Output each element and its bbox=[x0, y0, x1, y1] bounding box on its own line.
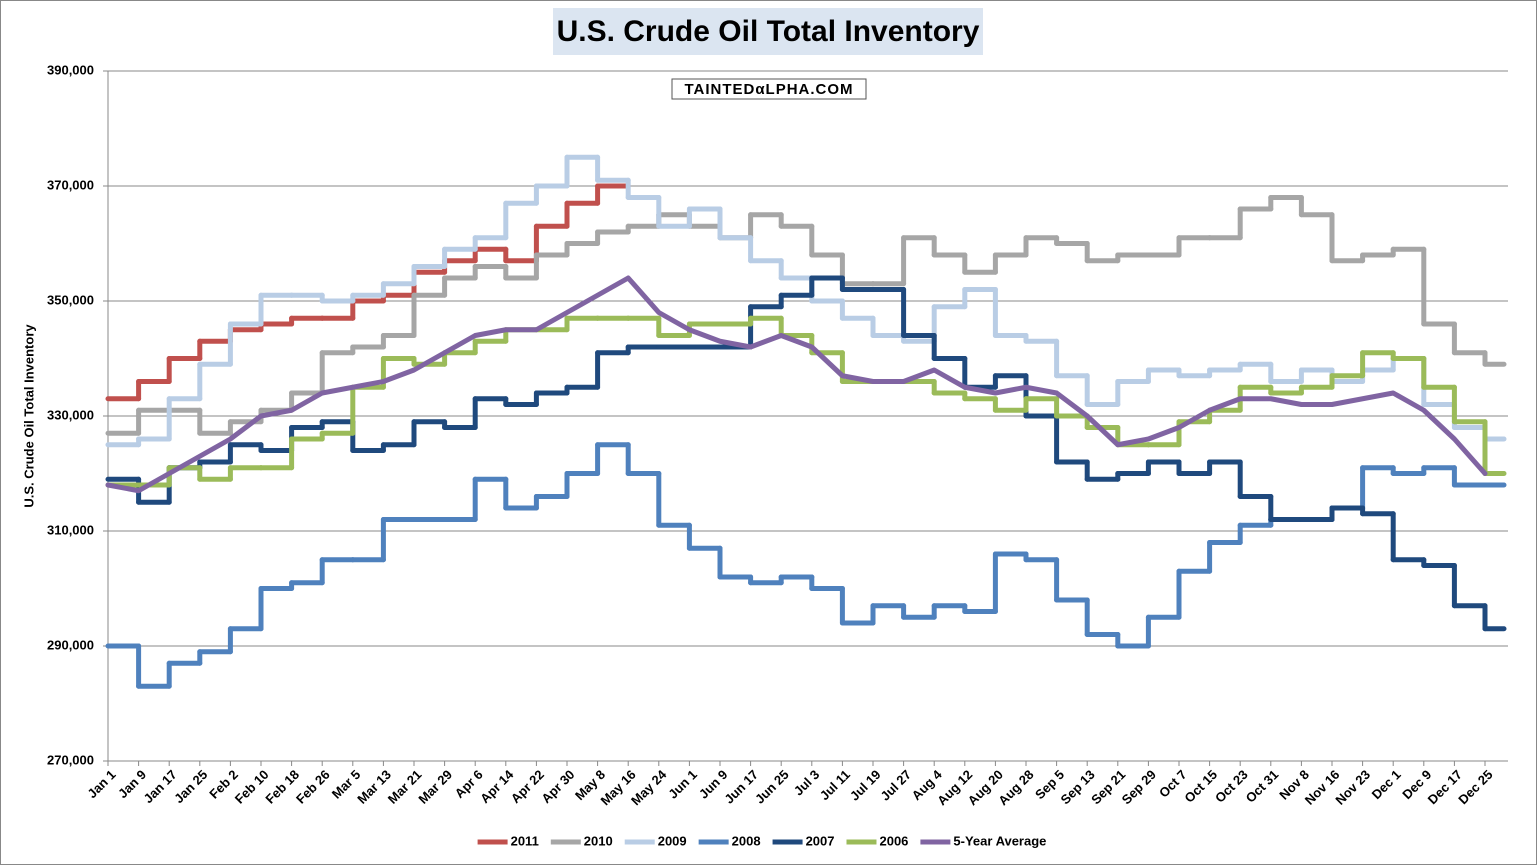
y-axis-label: U.S. Crude Oil Total Inventory bbox=[21, 324, 36, 508]
y-tick-label: 270,000 bbox=[47, 752, 94, 767]
y-tick-label: 310,000 bbox=[47, 522, 94, 537]
title-box bbox=[553, 8, 983, 55]
y-tick-label: 370,000 bbox=[47, 177, 94, 192]
legend-label: 2006 bbox=[879, 833, 908, 848]
legend-label: 2010 bbox=[584, 833, 613, 848]
y-tick-label: 330,000 bbox=[47, 407, 94, 422]
y-tick-label: 390,000 bbox=[47, 62, 94, 77]
y-tick-label: 350,000 bbox=[47, 292, 94, 307]
series bbox=[105, 275, 1488, 494]
series bbox=[105, 183, 631, 402]
watermark-box bbox=[671, 78, 867, 100]
watermark: TAINTEDαLPHA.COM bbox=[684, 81, 853, 98]
legend-label: 2008 bbox=[732, 833, 761, 848]
legend-label: 5-Year Average bbox=[953, 833, 1046, 848]
y-tick-label: 290,000 bbox=[47, 637, 94, 652]
line bbox=[105, 275, 1488, 494]
legend-label: 2009 bbox=[658, 833, 687, 848]
legend: 2011 2010 2009 2008 2007 2006 5-Year Average bbox=[477, 833, 1046, 848]
series bbox=[105, 154, 1507, 448]
legend-label: 2007 bbox=[806, 833, 835, 848]
legend-label: 2011 bbox=[511, 833, 539, 848]
series bbox=[105, 275, 1507, 632]
chart-title: U.S. Crude Oil Total Inventory bbox=[557, 15, 980, 48]
